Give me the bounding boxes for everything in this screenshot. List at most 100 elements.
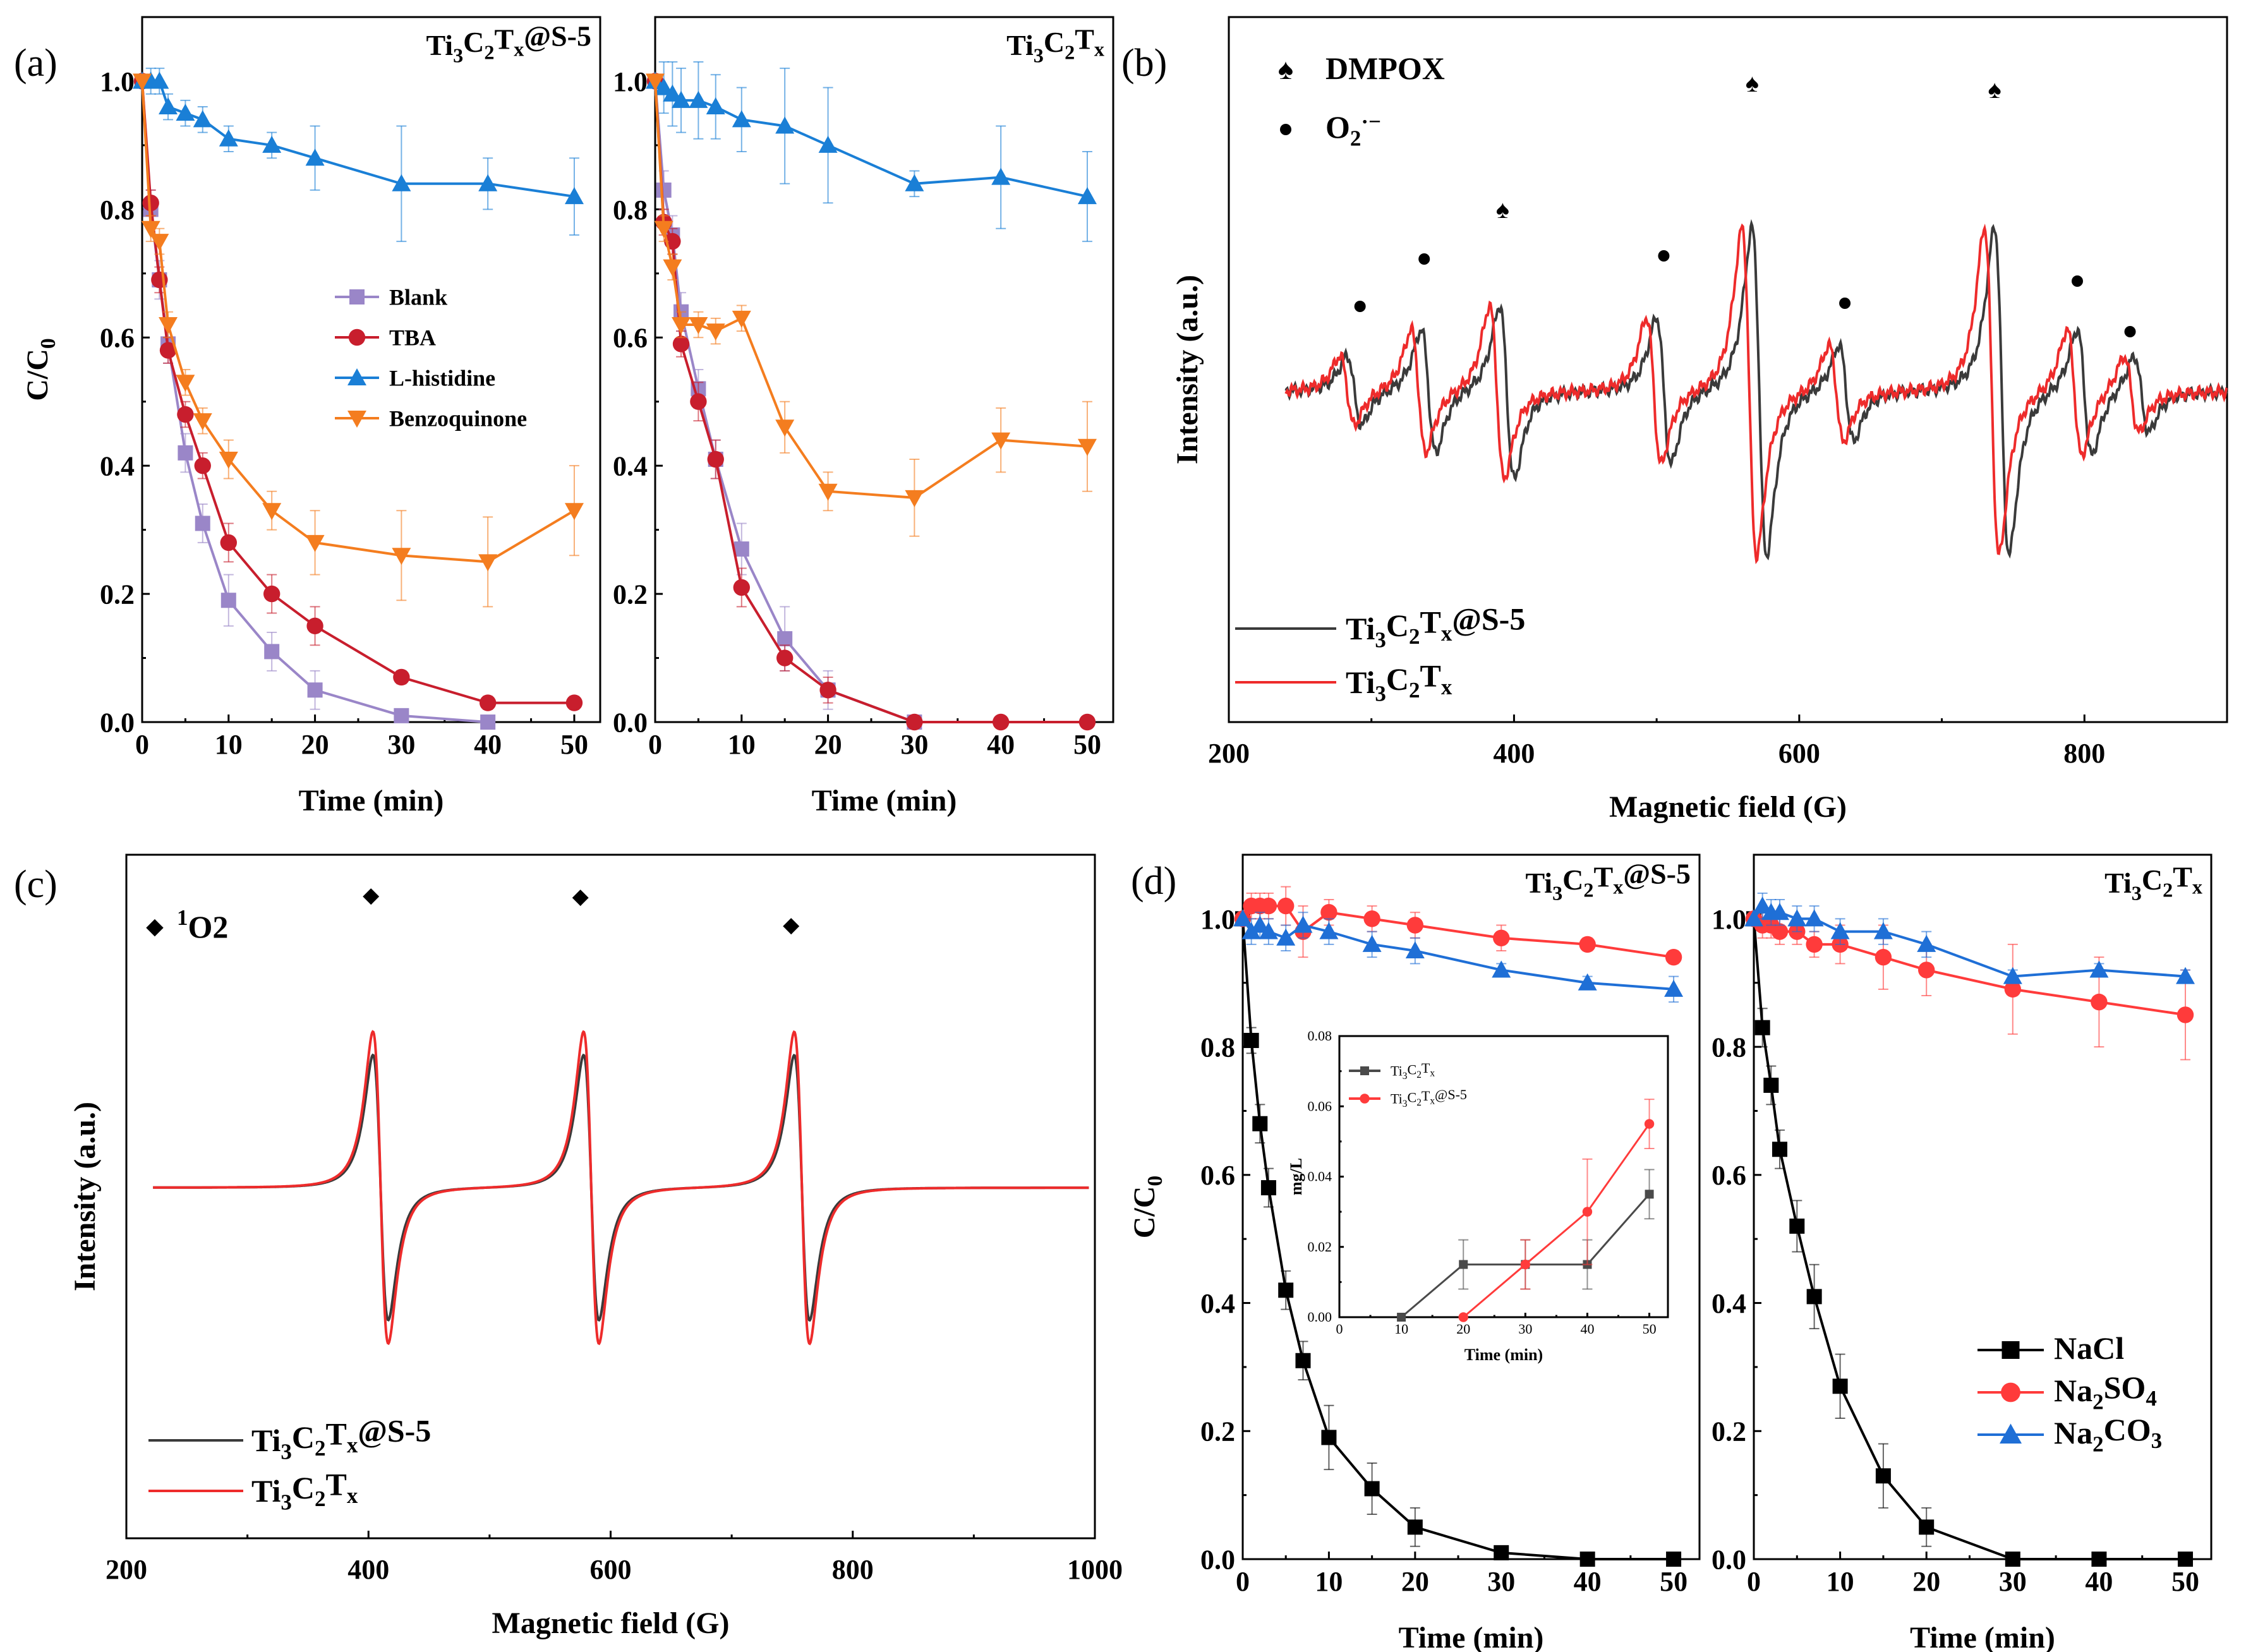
data-point — [1320, 904, 1337, 921]
series-benzoquinone — [133, 73, 584, 608]
data-point — [1804, 909, 1824, 927]
data-point — [1520, 1259, 1531, 1270]
superoxide-marker — [1354, 301, 1366, 312]
y-tick-label: 0.08 — [1308, 1028, 1332, 1044]
x-tick-label: 10 — [1315, 1566, 1343, 1597]
panel-a: (a) — [14, 42, 57, 85]
data-point — [1579, 1552, 1595, 1567]
x-tick-label: 20 — [1401, 1566, 1429, 1597]
data-point — [1665, 948, 1682, 966]
x-axis-label: Time (min) — [299, 784, 444, 817]
legend-dmpox-symbol: ♠ — [1278, 53, 1293, 85]
series-line — [141, 81, 575, 564]
data-point — [2089, 960, 2109, 978]
y-tick-label: 0.00 — [1308, 1309, 1332, 1325]
y-tick-label: 0.2 — [1712, 1416, 1746, 1447]
data-point — [193, 413, 212, 431]
data-point — [1078, 713, 1096, 731]
panel-b: (b) 200 400 600 800 Magnetic field (G) Intensi… — [1121, 16, 2228, 824]
data-point — [142, 195, 159, 212]
data-point — [150, 234, 169, 251]
superoxide-marker — [2124, 326, 2136, 337]
data-point — [159, 342, 177, 359]
chart-a-left: 0 10 20 30 40 50 0.0 0.2 0.4 0.6 0.8 1.0 Time (min) C… — [21, 16, 601, 817]
data-point — [732, 110, 751, 128]
x-tick-label: 50 — [1073, 729, 1101, 760]
data-point — [263, 585, 281, 603]
series-l-histidine — [133, 68, 584, 243]
data-point — [305, 148, 325, 166]
series-tba — [133, 73, 583, 711]
axes: 0 10 20 30 40 50 0.0 0.2 0.4 0.6 0.8 1.0 Time (min) — [1712, 904, 2199, 1652]
data-point — [1789, 1218, 1805, 1234]
data-point — [905, 174, 924, 191]
data-point — [1754, 1020, 1770, 1035]
data-point — [1875, 948, 1892, 966]
x-tick-label: 0 — [135, 729, 149, 760]
data-point — [1458, 1312, 1468, 1322]
data-point — [819, 682, 836, 699]
x-tick-label: 30 — [900, 729, 928, 760]
data-point — [2004, 980, 2022, 998]
legend-marker — [2000, 1423, 2022, 1444]
series-line — [141, 81, 574, 704]
data-point — [262, 503, 282, 521]
data-point — [1276, 928, 1296, 946]
x-tick-label: 10 — [728, 729, 756, 760]
data-point — [1241, 922, 1261, 939]
data-point — [663, 259, 682, 277]
data-point — [690, 393, 707, 410]
legend-marker — [347, 411, 366, 428]
y-tick-label: 1.0 — [1712, 904, 1746, 935]
data-point — [654, 78, 673, 95]
plot-frame — [1241, 853, 1701, 1560]
data-point — [1252, 1116, 1268, 1131]
x-axis-label: Time (min) — [812, 784, 957, 817]
data-point — [905, 490, 924, 507]
data-point — [991, 167, 1011, 185]
data-point — [991, 432, 1011, 450]
axes: 0 10 20 30 40 50 0.0 0.2 0.4 0.6 0.8 1.0 Time (min) C… — [1128, 904, 1688, 1652]
data-point — [1919, 1519, 1935, 1535]
data-point — [2176, 967, 2195, 984]
data-point — [1753, 896, 1772, 914]
data-point — [672, 90, 691, 108]
data-point — [393, 668, 410, 686]
data-point — [1077, 438, 1097, 456]
data-point — [689, 317, 708, 334]
panel-title: Ti3C2Tx — [1006, 23, 1104, 66]
y-axis-label: mg/L — [1287, 1158, 1305, 1195]
spectrum-ti3c2tx — [153, 1030, 1089, 1346]
panel-title: Ti3C2Tx@S-5 — [426, 20, 591, 67]
data-point — [777, 631, 793, 647]
data-point — [775, 116, 795, 134]
y-tick-label: 0.6 — [100, 323, 135, 354]
data-point — [2177, 1006, 2194, 1023]
y-tick-label: 0.4 — [100, 451, 135, 482]
series-line — [142, 80, 575, 198]
legend-label: Ti3C2Tx@S-5 — [1346, 601, 1525, 652]
x-axis-label: Time (min) — [1910, 1621, 2055, 1652]
legend-label: Ti3C2Tx — [1391, 1060, 1435, 1082]
data-point — [2005, 1552, 2020, 1567]
data-point — [732, 310, 751, 328]
data-point — [1763, 1077, 1779, 1093]
x-tick-label: 40 — [1580, 1321, 1594, 1337]
x-tick-label: 400 — [1493, 738, 1535, 769]
chart-d-right: 0 10 20 30 40 50 0.0 0.2 0.4 0.6 0.8 1.0 Time (min) T… — [1712, 853, 2213, 1652]
y-tick-label: 1.0 — [613, 66, 648, 97]
data-point — [264, 644, 280, 660]
legend-marker — [2001, 1382, 2020, 1402]
series-na2so4 — [1745, 910, 2194, 1061]
x-tick-label: 20 — [1912, 1566, 1940, 1597]
data-point — [672, 317, 691, 334]
data-point — [1293, 915, 1313, 933]
data-point — [219, 452, 238, 469]
data-point — [654, 220, 673, 238]
x-tick-label: 20 — [814, 729, 842, 760]
data-point — [1645, 1190, 1654, 1199]
legend-marker — [1360, 1066, 1369, 1075]
y-tick-label: 0.6 — [1200, 1160, 1235, 1191]
superoxide-marker — [1839, 298, 1851, 309]
legend-label: Ti3C2Tx — [1346, 658, 1452, 706]
